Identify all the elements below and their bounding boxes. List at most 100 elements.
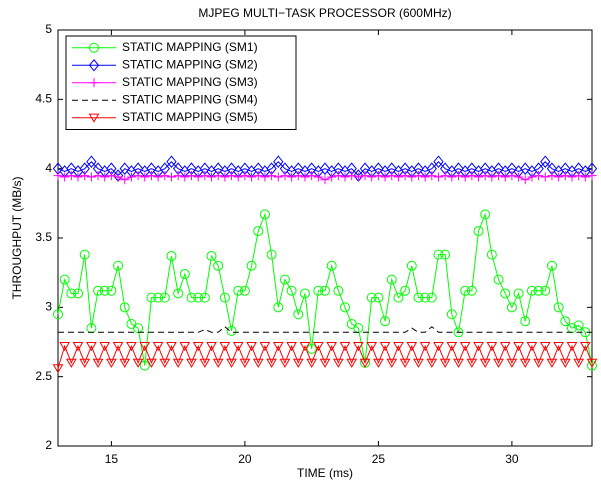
marker	[239, 285, 250, 296]
marker	[299, 288, 310, 299]
marker	[319, 358, 331, 368]
legend-marker	[88, 58, 100, 72]
marker	[346, 358, 358, 368]
marker	[279, 358, 291, 368]
marker	[413, 171, 423, 181]
marker	[253, 226, 264, 237]
marker	[186, 358, 197, 368]
y-tick-label: 2	[45, 438, 52, 452]
marker	[279, 274, 290, 285]
legend-label: STATIC MAPPING (SM4)	[122, 92, 258, 106]
marker	[446, 342, 458, 352]
marker	[500, 288, 511, 299]
marker	[574, 171, 584, 181]
marker	[426, 292, 437, 303]
marker	[333, 285, 344, 296]
marker	[439, 358, 451, 368]
marker	[146, 358, 157, 368]
marker	[212, 358, 224, 368]
marker	[587, 171, 597, 181]
marker	[207, 172, 217, 182]
marker	[80, 171, 90, 181]
marker	[359, 358, 371, 368]
marker	[373, 358, 384, 368]
marker	[99, 285, 110, 296]
marker	[567, 172, 577, 182]
marker	[79, 358, 91, 368]
marker	[534, 171, 544, 181]
marker	[132, 358, 144, 368]
marker	[53, 171, 63, 181]
marker	[227, 171, 237, 181]
marker	[433, 172, 443, 182]
marker	[220, 172, 230, 182]
marker	[419, 342, 431, 352]
marker	[587, 360, 597, 371]
marker	[440, 249, 451, 260]
marker	[459, 342, 471, 352]
marker	[260, 172, 270, 182]
marker	[247, 172, 257, 182]
marker	[367, 172, 377, 182]
marker	[213, 171, 223, 181]
marker	[533, 358, 544, 368]
marker	[187, 171, 196, 181]
marker	[473, 342, 484, 352]
marker	[200, 171, 210, 181]
marker	[133, 171, 143, 181]
marker	[193, 292, 204, 303]
marker	[540, 155, 551, 169]
marker	[566, 342, 578, 352]
marker	[526, 342, 538, 352]
marker	[79, 249, 90, 260]
marker	[113, 172, 123, 182]
x-tick-label: 15	[105, 452, 119, 466]
marker	[586, 358, 598, 368]
marker	[494, 171, 504, 181]
marker	[326, 342, 338, 352]
marker	[240, 171, 250, 181]
x-tick-label: 25	[372, 452, 386, 466]
marker	[219, 292, 230, 303]
legend-marker	[88, 113, 100, 123]
marker	[326, 260, 337, 271]
marker	[514, 172, 524, 182]
marker	[126, 342, 137, 352]
marker	[126, 172, 136, 182]
legend-label: STATIC MAPPING (SM2)	[122, 57, 258, 71]
marker	[313, 285, 324, 296]
marker	[180, 172, 190, 182]
marker	[353, 172, 363, 182]
marker	[426, 358, 438, 368]
marker	[560, 171, 570, 181]
marker	[286, 342, 297, 352]
marker	[539, 342, 551, 352]
marker	[59, 342, 71, 352]
marker	[493, 358, 504, 368]
marker	[307, 171, 317, 181]
marker	[507, 171, 517, 181]
marker	[159, 292, 170, 303]
y-axis-label: THROUGHPUT (MB/s)	[10, 176, 24, 299]
marker	[486, 342, 498, 352]
marker	[86, 155, 97, 169]
marker	[373, 292, 384, 303]
marker	[420, 172, 430, 182]
marker	[513, 342, 524, 352]
marker	[232, 342, 244, 352]
series-line	[57, 161, 593, 177]
marker	[287, 172, 297, 182]
marker	[253, 171, 263, 181]
marker	[146, 292, 157, 303]
legend-marker	[89, 78, 99, 88]
marker	[506, 358, 518, 368]
marker	[292, 358, 304, 368]
x-axis-label: TIME (ms)	[297, 466, 353, 480]
marker	[166, 251, 177, 262]
marker	[547, 171, 557, 181]
marker	[399, 358, 411, 368]
marker	[53, 309, 63, 320]
marker	[446, 309, 457, 320]
marker	[380, 172, 390, 182]
marker	[420, 292, 431, 303]
